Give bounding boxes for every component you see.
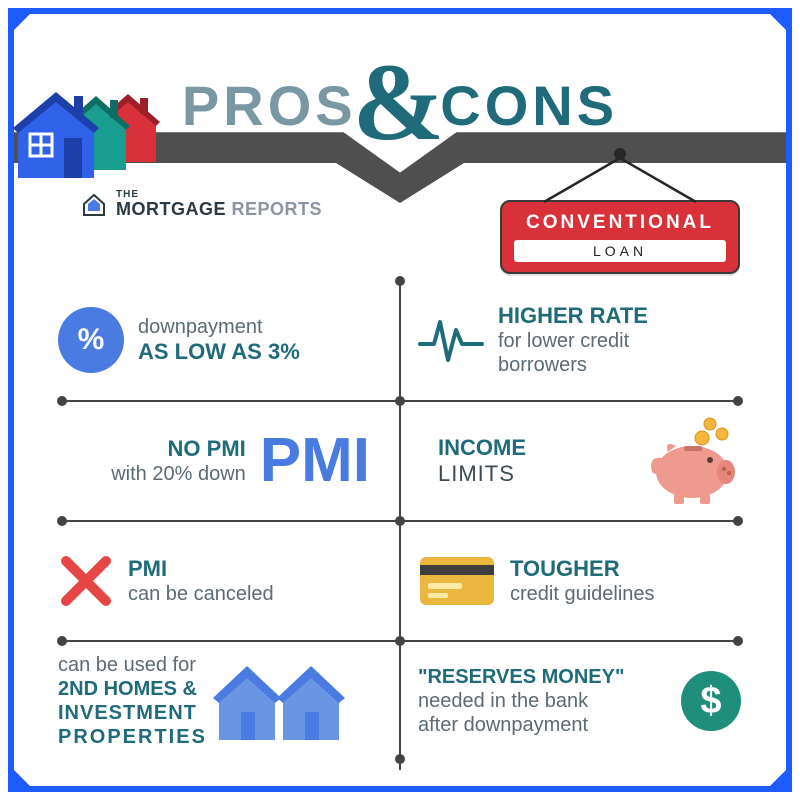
pro-line: can be canceled (128, 582, 274, 606)
con-line-bold: HIGHER RATE (498, 303, 648, 329)
pro-2nd-homes: can be used for 2ND HOMES & INVESTMENT P… (40, 642, 400, 760)
brand-logo: THE MORTGAGE REPORTS (80, 190, 322, 218)
con-income-limits: INCOME LIMITS (400, 402, 760, 520)
corner-decor (8, 764, 36, 792)
pro-line-bold: 2ND HOMES & (58, 677, 207, 701)
percent-icon: % (58, 307, 124, 373)
divider-dot (395, 396, 405, 406)
con-line: needed in the bank (418, 689, 624, 713)
divider-dot (395, 276, 405, 286)
con-line-bold: TOUGHER (510, 556, 655, 582)
pro-line-bold: NO PMI (111, 436, 246, 462)
divider-dot (395, 636, 405, 646)
divider-dot (395, 516, 405, 526)
con-line-bold: INCOME (438, 435, 526, 461)
corner-decor (764, 764, 792, 792)
con-line-bold: "RESERVES MONEY" (418, 665, 624, 689)
sign-loan: LOAN (514, 240, 726, 262)
con-line: LIMITS (438, 461, 526, 487)
pro-line: downpayment (138, 315, 300, 339)
pro-line: can be used for (58, 653, 207, 677)
title-pros: PROS (182, 74, 357, 137)
pro-line-bold: AS LOW AS 3% (138, 339, 300, 365)
con-reserves: "RESERVES MONEY" needed in the bank afte… (400, 642, 760, 760)
pmi-text-icon: PMI (260, 436, 370, 486)
pro-pmi-cancel: PMI can be canceled (40, 522, 400, 640)
pro-no-pmi: NO PMI with 20% down PMI (40, 402, 400, 520)
pro-line-bold: INVESTMENT (58, 701, 207, 725)
divider-dot (395, 754, 405, 764)
brand-mortgage: MORTGAGE (116, 199, 226, 219)
pro-line: with 20% down (111, 462, 246, 486)
dollar-icon: $ (680, 670, 742, 732)
con-credit-guidelines: TOUGHER credit guidelines (400, 522, 760, 640)
con-line: for lower credit (498, 329, 648, 353)
con-higher-rate: HIGHER RATE for lower credit borrowers (400, 280, 760, 400)
houses-icon (18, 78, 168, 183)
con-line: after downpayment (418, 713, 624, 737)
pro-downpayment: % downpayment AS LOW AS 3% (40, 280, 400, 400)
pro-line-bold: PMI (128, 556, 274, 582)
con-line: borrowers (498, 353, 648, 377)
title-cons: CONS (440, 74, 618, 137)
brand-reports: REPORTS (232, 199, 323, 219)
house-outline-icon (80, 190, 108, 218)
pros-cons-grid: % downpayment AS LOW AS 3% HIGHER RATE f… (40, 280, 760, 770)
pro-line-bold: PROPERTIES (58, 725, 207, 749)
heartbeat-icon (418, 310, 484, 370)
sign-conventional: CONVENTIONAL (514, 212, 726, 234)
loan-sign: CONVENTIONAL LOAN (500, 148, 740, 274)
x-icon (58, 553, 114, 609)
credit-card-icon (418, 553, 496, 609)
con-line: credit guidelines (510, 582, 655, 606)
piggy-bank-icon (642, 416, 742, 506)
two-houses-icon (215, 656, 345, 746)
svg-text:$: $ (700, 680, 721, 722)
